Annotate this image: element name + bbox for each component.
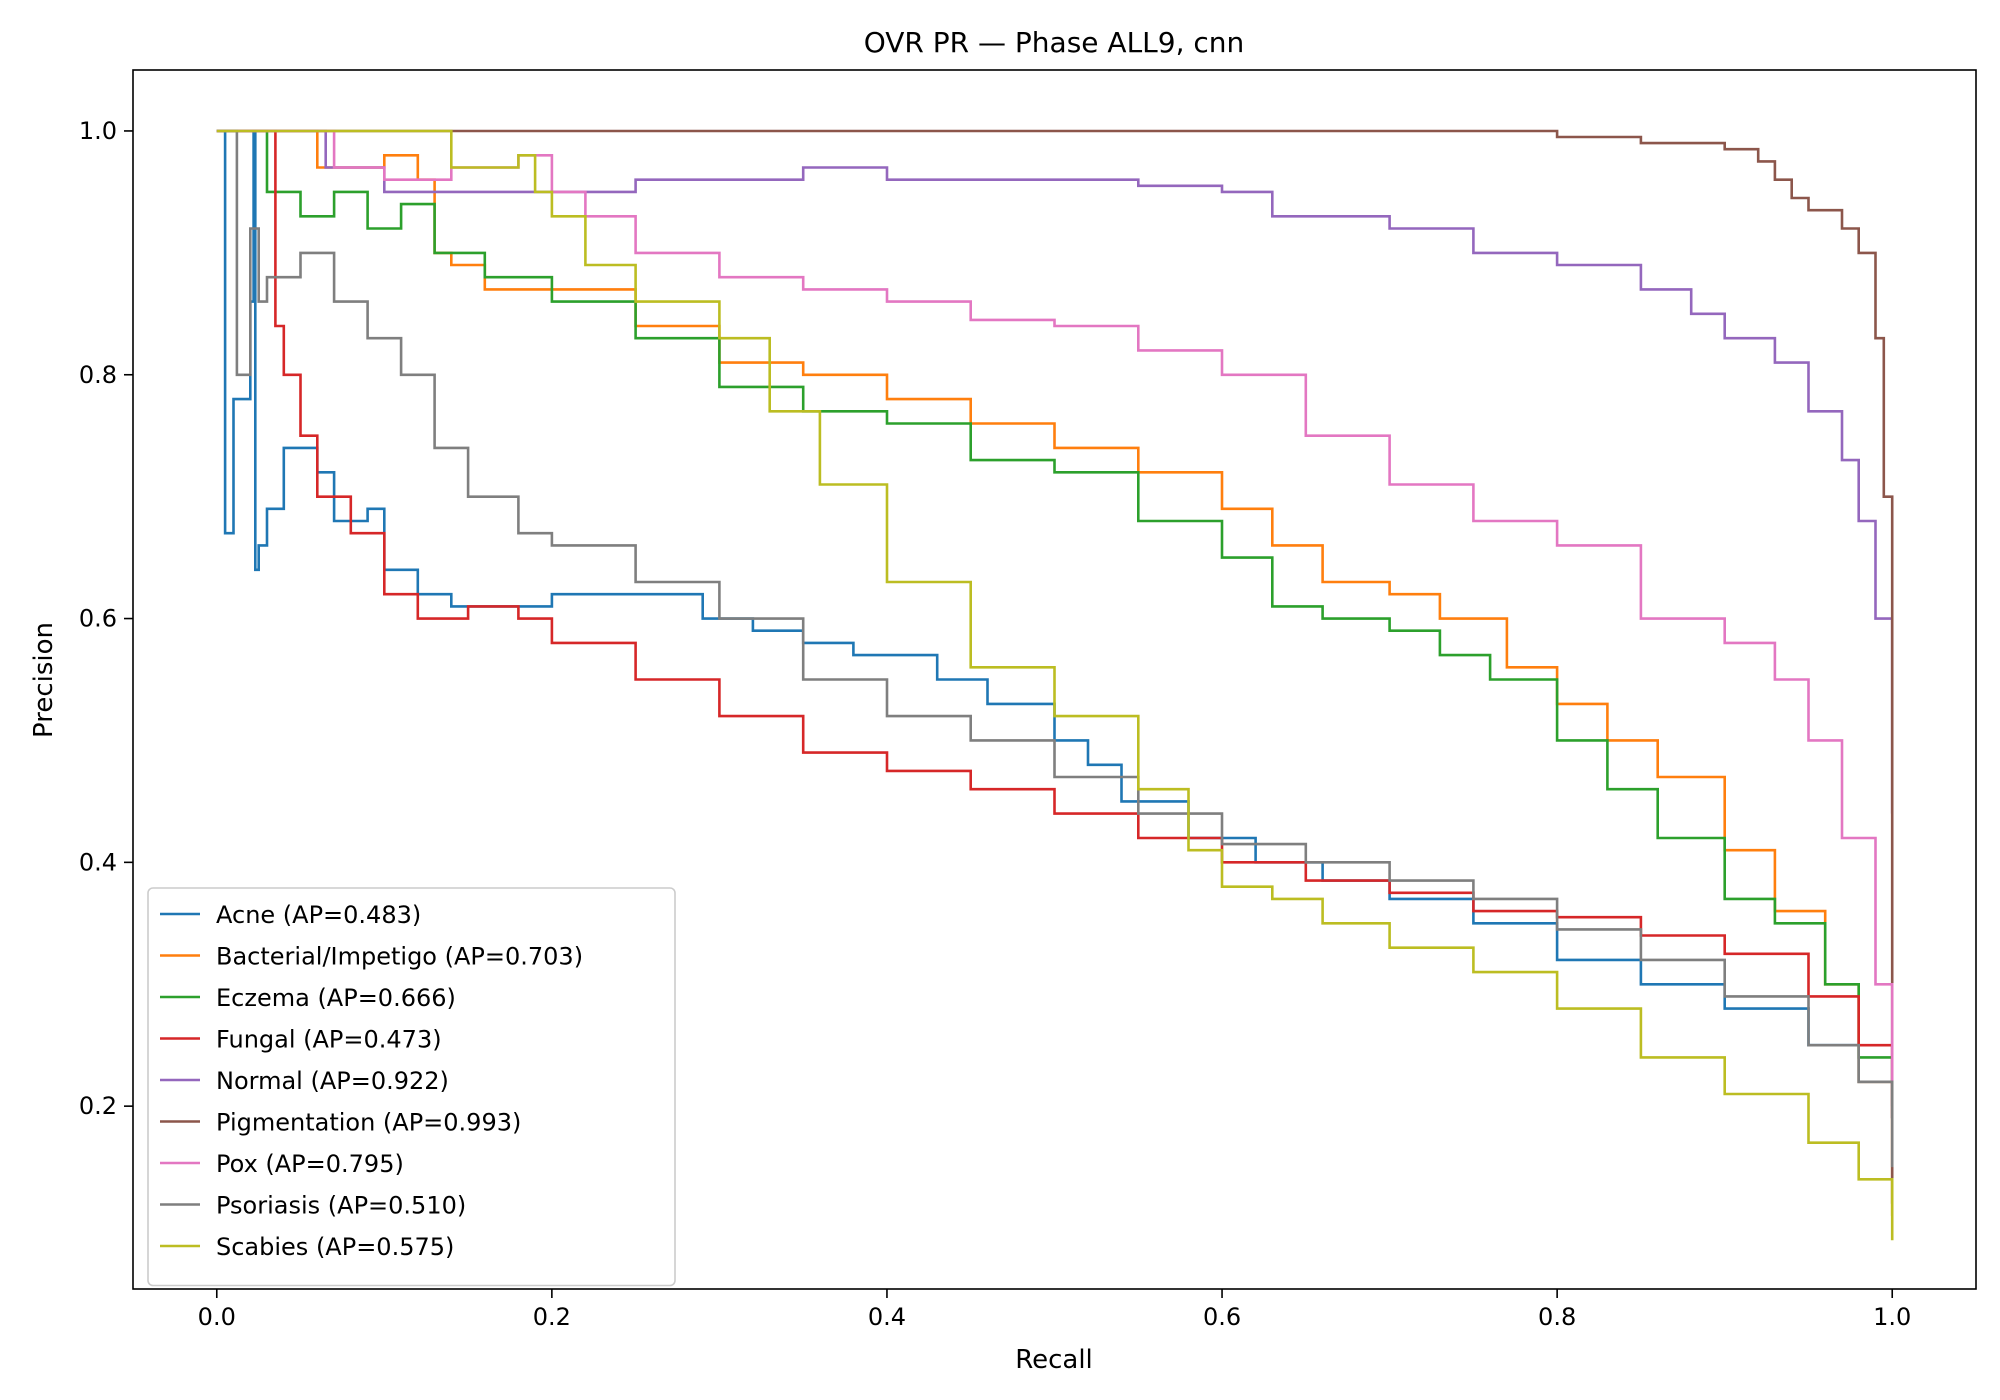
y-axis: 0.2 0.4 0.6 0.8 1.0 (79, 117, 133, 1120)
plot-area (132, 69, 1977, 1290)
x-tick-label: 1.0 (1873, 1303, 1911, 1331)
y-tick-label: 0.8 (79, 361, 117, 389)
y-tick-label: 0.2 (79, 1092, 117, 1120)
legend-label: Psoriasis (AP=0.510) (216, 1192, 466, 1220)
series-line (216, 129, 1894, 814)
series-layer (216, 129, 1894, 1241)
x-tick-label: 0.6 (1203, 1303, 1241, 1331)
y-tick-label: 1.0 (79, 117, 117, 145)
x-tick-label: 0.8 (1538, 1303, 1576, 1331)
y-axis-label: Precision (29, 622, 59, 738)
x-tick-label: 0.0 (198, 1303, 236, 1331)
legend-box (147, 887, 676, 1287)
series-line (216, 129, 1894, 1168)
legend: Acne (AP=0.483) Bacterial/Impetigo (AP=0.… (147, 887, 676, 1287)
legend-label: Pox (AP=0.795) (216, 1150, 404, 1178)
legend-label: Eczema (AP=0.666) (216, 984, 456, 1012)
legend-label: Acne (AP=0.483) (216, 901, 421, 929)
series-line (216, 129, 1894, 1119)
legend-label: Scabies (AP=0.575) (216, 1233, 454, 1261)
legend-label: Fungal (AP=0.473) (216, 1026, 442, 1054)
x-axis-label: Recall (1015, 1345, 1093, 1375)
plot-frame (132, 69, 1977, 1290)
x-tick-label: 0.4 (868, 1303, 906, 1331)
x-tick-label: 0.2 (533, 1303, 571, 1331)
legend-label: Bacterial/Impetigo (AP=0.703) (216, 943, 583, 971)
legend-label: Normal (AP=0.922) (216, 1067, 449, 1095)
y-tick-label: 0.6 (79, 605, 117, 633)
chart-title: OVR PR — Phase ALL9, cnn (864, 26, 1245, 59)
y-tick-label: 0.4 (79, 848, 117, 876)
series-line (216, 129, 1894, 1119)
series-line (216, 129, 1894, 1204)
legend-label: Pigmentation (AP=0.993) (216, 1109, 521, 1137)
x-axis: 0.0 0.2 0.4 0.6 0.8 1.0 (198, 1289, 1911, 1331)
series-line (216, 129, 1894, 1241)
